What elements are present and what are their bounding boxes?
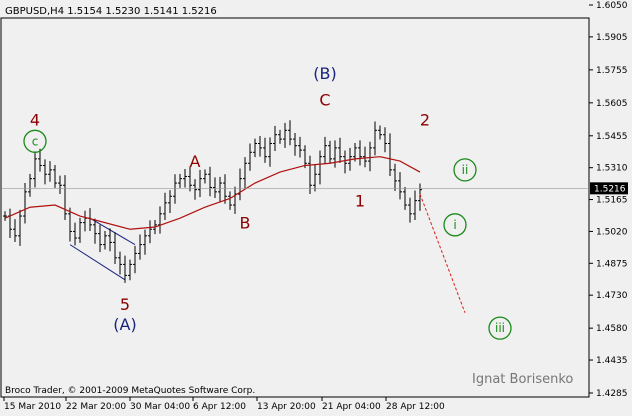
x-tick-label: 15 Mar 2010 (4, 402, 61, 412)
current-price-label: 1.5216 (594, 184, 626, 194)
x-axis: 15 Mar 2010 22 Mar 20:00 30 Mar 04:00 6 Apr… (3, 397, 445, 412)
wave-label: B (240, 214, 251, 233)
y-tick-label: 1.4730 (596, 291, 628, 301)
moving-average-line (4, 156, 421, 230)
wave-circle (488, 316, 512, 340)
channel-line (89, 217, 136, 246)
wave-label: C (319, 91, 330, 110)
wave-label: A (190, 152, 201, 171)
y-tick-label: 1.4580 (596, 324, 628, 334)
y-tick-label: 1.6050 (596, 1, 628, 11)
wave-label: i (453, 218, 456, 232)
price-bars (3, 120, 422, 283)
x-tick-label: 28 Apr 12:00 (386, 402, 445, 412)
wave-circle (23, 129, 47, 153)
y-tick-label: 1.5020 (596, 227, 628, 237)
y-tick-label: 1.4285 (596, 389, 628, 399)
wave-label: 1 (355, 192, 365, 211)
current-price-box (590, 182, 628, 195)
x-tick-label: 30 Mar 04:00 (130, 402, 190, 412)
y-tick-label: 1.4875 (596, 259, 628, 269)
x-tick-label: 6 Apr 12:00 (193, 402, 246, 412)
channel-lines (69, 217, 136, 281)
wave-label: 5 (120, 295, 130, 314)
wave-label: 4 (30, 110, 40, 129)
x-tick-label: 13 Apr 20:00 (257, 402, 316, 412)
wave-circle (453, 158, 477, 182)
wave-label: iii (495, 321, 505, 335)
y-axis: 1.6050 1.5905 1.5755 1.5605 1.5455 1.5310 1.51… (589, 1, 628, 399)
wave-label: c (32, 134, 39, 148)
wave-label: (A) (113, 315, 136, 334)
chart-header: GBPUSD,H4 1.5154 1.5230 1.5141 1.5216 (5, 6, 217, 17)
x-tick-label: 22 Mar 20:00 (66, 402, 126, 412)
wave-label: ii (462, 163, 469, 177)
y-tick-label: 1.5310 (596, 164, 628, 174)
projection-line (419, 193, 466, 313)
wave-label: (B) (313, 64, 336, 83)
y-tick-label: 1.5605 (596, 99, 628, 109)
wave-circle (443, 213, 467, 237)
y-tick-label: 1.5755 (596, 66, 628, 76)
wave-label: 2 (420, 110, 430, 129)
y-tick-label: 1.5165 (596, 196, 628, 206)
channel-line (69, 244, 126, 281)
copyright-text: Broco Trader, © 2001-2009 MetaQuotes Sof… (5, 386, 255, 396)
y-tick-label: 1.4435 (596, 356, 628, 366)
y-tick-label: 1.5905 (596, 33, 628, 43)
author-watermark: Ignat Borisenko (472, 372, 573, 387)
plot-frame (0, 17, 590, 398)
y-tick-label: 1.5455 (596, 132, 628, 142)
x-tick-label: 21 Apr 04:00 (322, 402, 381, 412)
